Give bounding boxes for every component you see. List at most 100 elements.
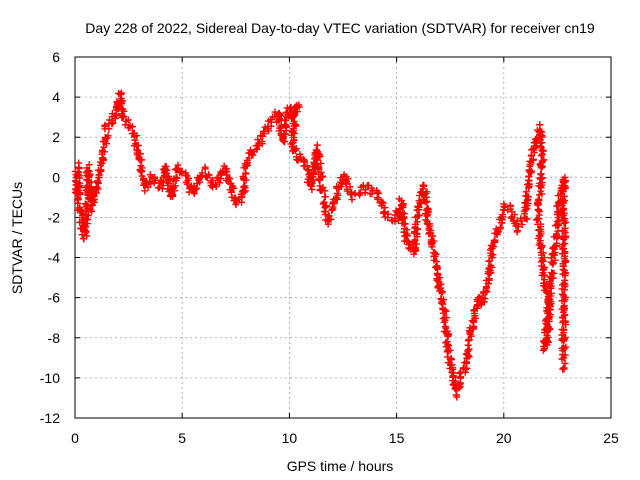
- data-point: [108, 120, 116, 128]
- data-point: [558, 355, 566, 363]
- y-tick-label: -12: [40, 410, 60, 426]
- data-point: [124, 124, 132, 132]
- data-point: [290, 133, 298, 141]
- data-point: [536, 121, 544, 129]
- data-point: [422, 190, 430, 198]
- data-point: [347, 188, 355, 196]
- data-point: [346, 183, 354, 191]
- y-tick-label: -10: [40, 370, 60, 386]
- data-point: [537, 223, 545, 231]
- data-point: [361, 186, 369, 194]
- data-point: [560, 279, 568, 287]
- data-point: [317, 159, 325, 167]
- data-point: [348, 196, 356, 204]
- data-point: [83, 172, 91, 180]
- data-point: [308, 185, 316, 193]
- data-point: [89, 201, 97, 209]
- data-point: [540, 254, 548, 262]
- data-point: [524, 181, 532, 189]
- y-tick-label: -4: [48, 250, 61, 266]
- data-point: [422, 206, 430, 214]
- data-point: [183, 180, 191, 188]
- data-point: [75, 165, 83, 173]
- data-point: [226, 175, 234, 183]
- data-point: [117, 98, 125, 106]
- data-point: [74, 199, 82, 207]
- data-point: [240, 183, 248, 191]
- data-point: [536, 208, 544, 216]
- data-point: [552, 242, 560, 250]
- data-point: [132, 140, 140, 148]
- data-point: [343, 187, 351, 195]
- data-point: [185, 175, 193, 183]
- data-point: [160, 173, 168, 181]
- data-point: [438, 289, 446, 297]
- data-point: [537, 258, 545, 266]
- data-point: [464, 337, 472, 345]
- data-point: [94, 178, 102, 186]
- data-point: [538, 174, 546, 182]
- data-point: [532, 216, 540, 224]
- data-point: [124, 116, 132, 124]
- y-tick-labels: -12 -10 -8 -6 -4 -2 0 2 4 6: [40, 49, 60, 426]
- data-point: [381, 204, 389, 212]
- data-point: [491, 238, 499, 246]
- data-point: [508, 213, 516, 221]
- data-point: [409, 239, 417, 247]
- data-point: [113, 111, 121, 119]
- data-point: [546, 279, 554, 287]
- data-point: [172, 174, 180, 182]
- data-point: [525, 177, 533, 185]
- data-point: [423, 219, 431, 227]
- data-point: [410, 238, 418, 246]
- data-point: [171, 182, 179, 190]
- data-point: [452, 377, 460, 385]
- data-point: [288, 127, 296, 135]
- data-point: [558, 297, 566, 305]
- data-point: [241, 182, 249, 190]
- data-point: [339, 176, 347, 184]
- data-point: [445, 359, 453, 367]
- data-point: [83, 164, 91, 172]
- y-tick-label: 0: [52, 169, 60, 185]
- data-point: [384, 210, 392, 218]
- x-tick-labels: 0 5 10 15 20 25: [71, 430, 619, 446]
- data-point: [201, 165, 209, 173]
- data-point: [419, 182, 427, 190]
- data-point: [487, 269, 495, 277]
- data-point: [147, 180, 155, 188]
- x-tick-label: 15: [389, 430, 405, 446]
- data-point: [542, 288, 550, 296]
- data-point: [561, 359, 569, 367]
- data-point: [227, 188, 235, 196]
- data-point: [539, 266, 547, 274]
- data-point: [120, 112, 128, 120]
- data-point: [553, 230, 561, 238]
- data-point: [548, 269, 556, 277]
- data-point: [560, 364, 568, 372]
- data-point: [560, 227, 568, 235]
- data-point: [242, 187, 250, 195]
- data-point: [494, 229, 502, 237]
- data-point: [444, 332, 452, 340]
- data-point: [249, 151, 257, 159]
- data-point: [472, 314, 480, 322]
- data-point: [115, 89, 123, 97]
- data-point: [517, 217, 525, 225]
- y-tick-label: 6: [52, 49, 60, 65]
- data-point: [101, 121, 109, 129]
- data-point: [260, 130, 268, 138]
- data-point: [481, 295, 489, 303]
- data-point: [536, 175, 544, 183]
- data-point: [422, 198, 430, 206]
- data-point: [205, 171, 213, 179]
- data-point: [561, 286, 569, 294]
- data-point: [554, 208, 562, 216]
- data-point: [560, 219, 568, 227]
- data-point: [109, 119, 117, 127]
- data-point: [536, 244, 544, 252]
- data-point: [483, 288, 491, 296]
- data-point: [84, 212, 92, 220]
- data-point: [422, 216, 430, 224]
